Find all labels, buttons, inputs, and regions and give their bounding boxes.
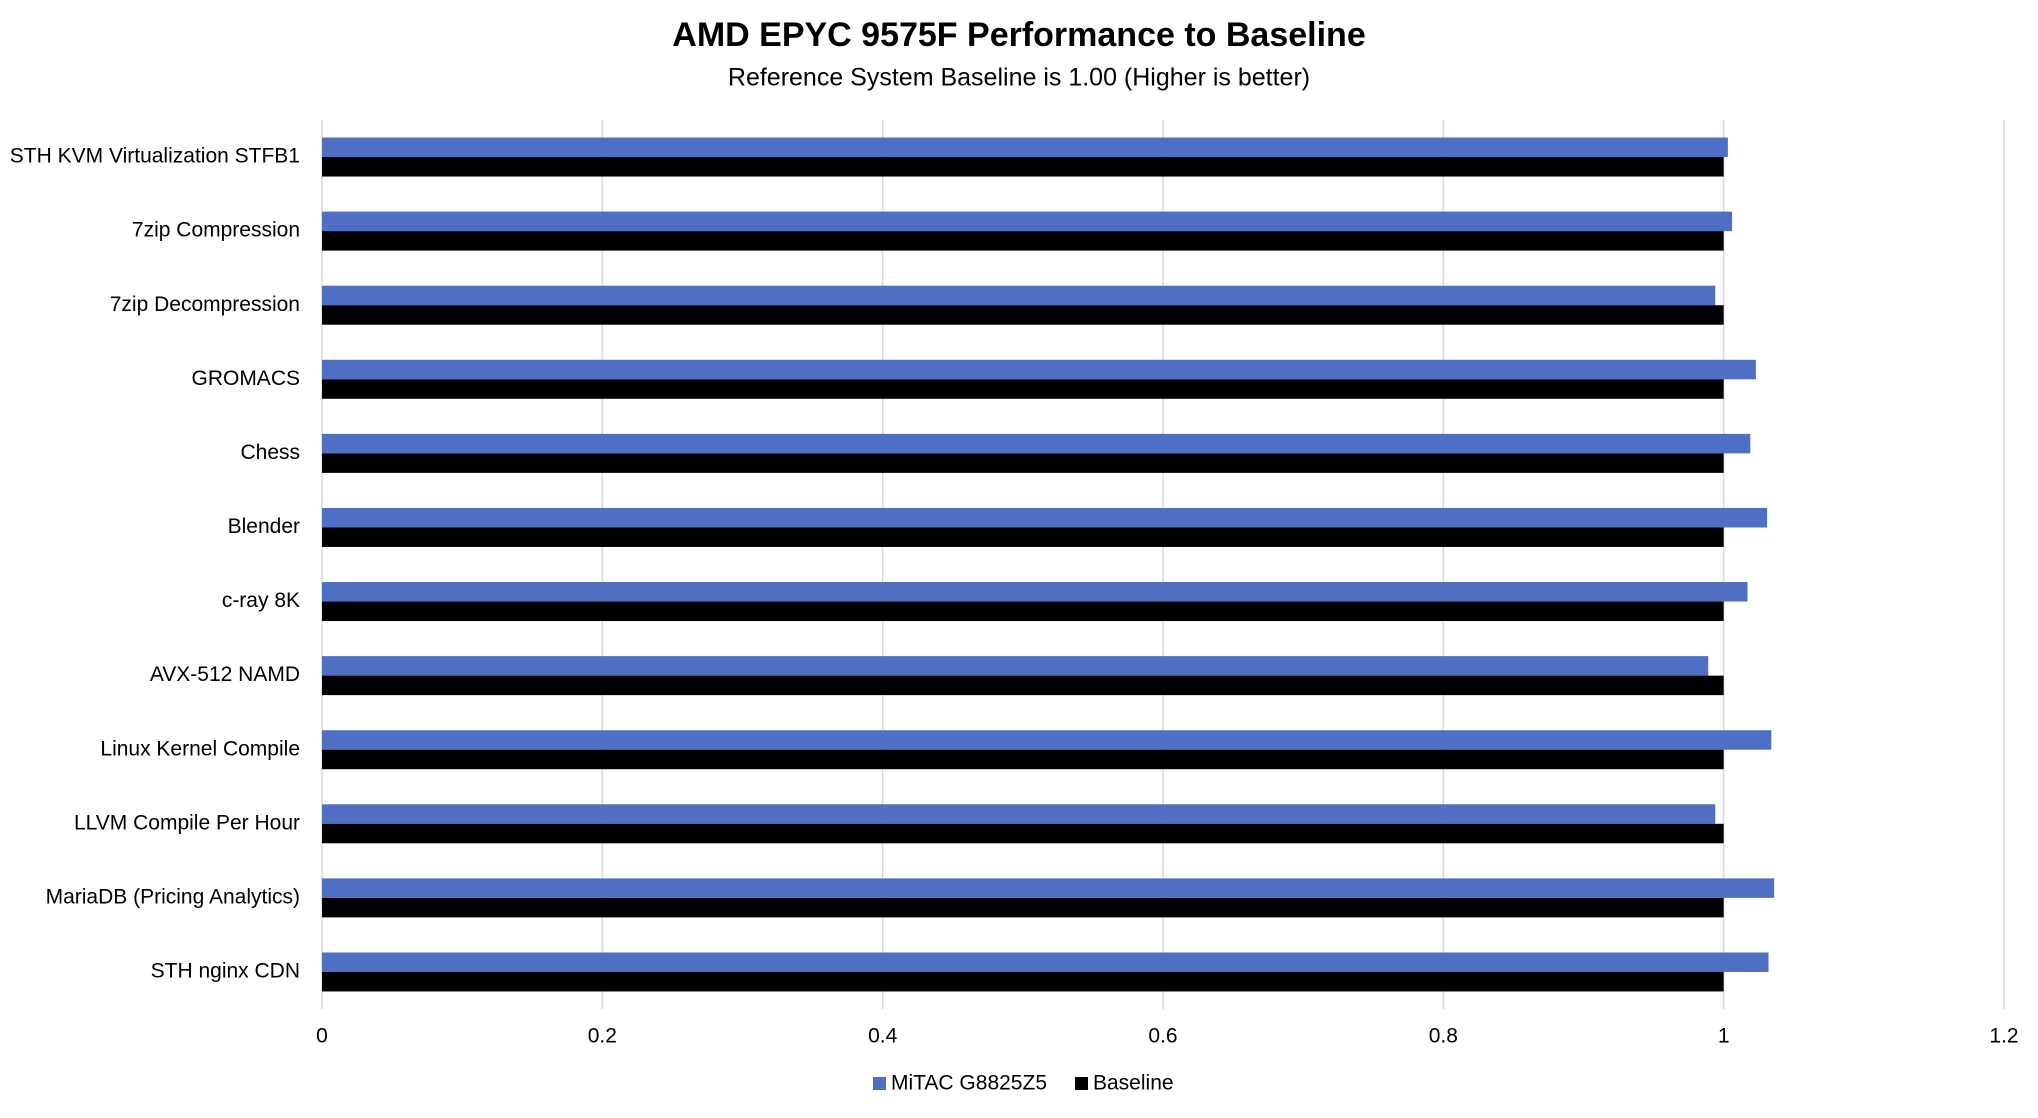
legend-swatch bbox=[873, 1077, 886, 1090]
bar bbox=[322, 527, 1724, 547]
x-tick-label: 0 bbox=[316, 1025, 328, 1048]
y-tick-label: c-ray 8K bbox=[222, 589, 300, 612]
bar bbox=[322, 952, 1769, 972]
chart-subtitle: Reference System Baseline is 1.00 (Highe… bbox=[728, 64, 1310, 92]
y-tick-label: 7zip Decompression bbox=[110, 293, 300, 316]
bar bbox=[322, 582, 1748, 602]
bar bbox=[322, 359, 1756, 380]
y-tick-label: Blender bbox=[228, 515, 300, 538]
y-tick-label: STH KVM Virtualization STFB1 bbox=[10, 145, 300, 168]
legend-swatch bbox=[1075, 1077, 1088, 1090]
y-tick-label: AVX-512 NAMD bbox=[150, 663, 300, 686]
x-tick-label: 0.8 bbox=[1429, 1025, 1458, 1048]
bar bbox=[322, 823, 1724, 844]
bar bbox=[322, 453, 1724, 473]
bar bbox=[322, 379, 1724, 399]
bar bbox=[322, 656, 1709, 676]
y-tick-label: 7zip Compression bbox=[132, 219, 300, 242]
bar bbox=[322, 804, 1716, 824]
bar bbox=[322, 749, 1724, 770]
x-tick-label: 1 bbox=[1718, 1025, 1730, 1048]
chart-title: AMD EPYC 9575F Performance to Baseline bbox=[672, 16, 1365, 54]
bar bbox=[322, 507, 1768, 528]
y-tick-label: Linux Kernel Compile bbox=[100, 737, 300, 760]
bar bbox=[322, 285, 1716, 306]
x-tick-label: 0.2 bbox=[588, 1025, 617, 1048]
x-tick-label: 0.6 bbox=[1148, 1025, 1177, 1048]
y-tick-label: LLVM Compile Per Hour bbox=[74, 811, 300, 834]
bar bbox=[322, 231, 1724, 251]
bar bbox=[322, 305, 1724, 325]
bar bbox=[322, 730, 1772, 750]
bar bbox=[322, 211, 1733, 232]
y-tick-label: MariaDB (Pricing Analytics) bbox=[46, 885, 300, 908]
bar bbox=[322, 137, 1728, 158]
bar bbox=[322, 157, 1724, 177]
bar bbox=[322, 433, 1751, 454]
bar bbox=[322, 675, 1724, 696]
bar bbox=[322, 897, 1724, 918]
x-tick-label: 0.4 bbox=[868, 1025, 898, 1048]
bar bbox=[322, 878, 1775, 898]
bar bbox=[322, 971, 1724, 992]
y-tick-label: Chess bbox=[240, 441, 300, 464]
legend-label: Baseline bbox=[1093, 1072, 1174, 1095]
y-tick-label: GROMACS bbox=[191, 367, 300, 390]
y-tick-label: STH nginx CDN bbox=[151, 960, 300, 983]
legend-label: MiTAC G8825Z5 bbox=[891, 1072, 1047, 1095]
bar bbox=[322, 601, 1724, 622]
x-tick-label: 1.2 bbox=[1989, 1025, 2018, 1048]
